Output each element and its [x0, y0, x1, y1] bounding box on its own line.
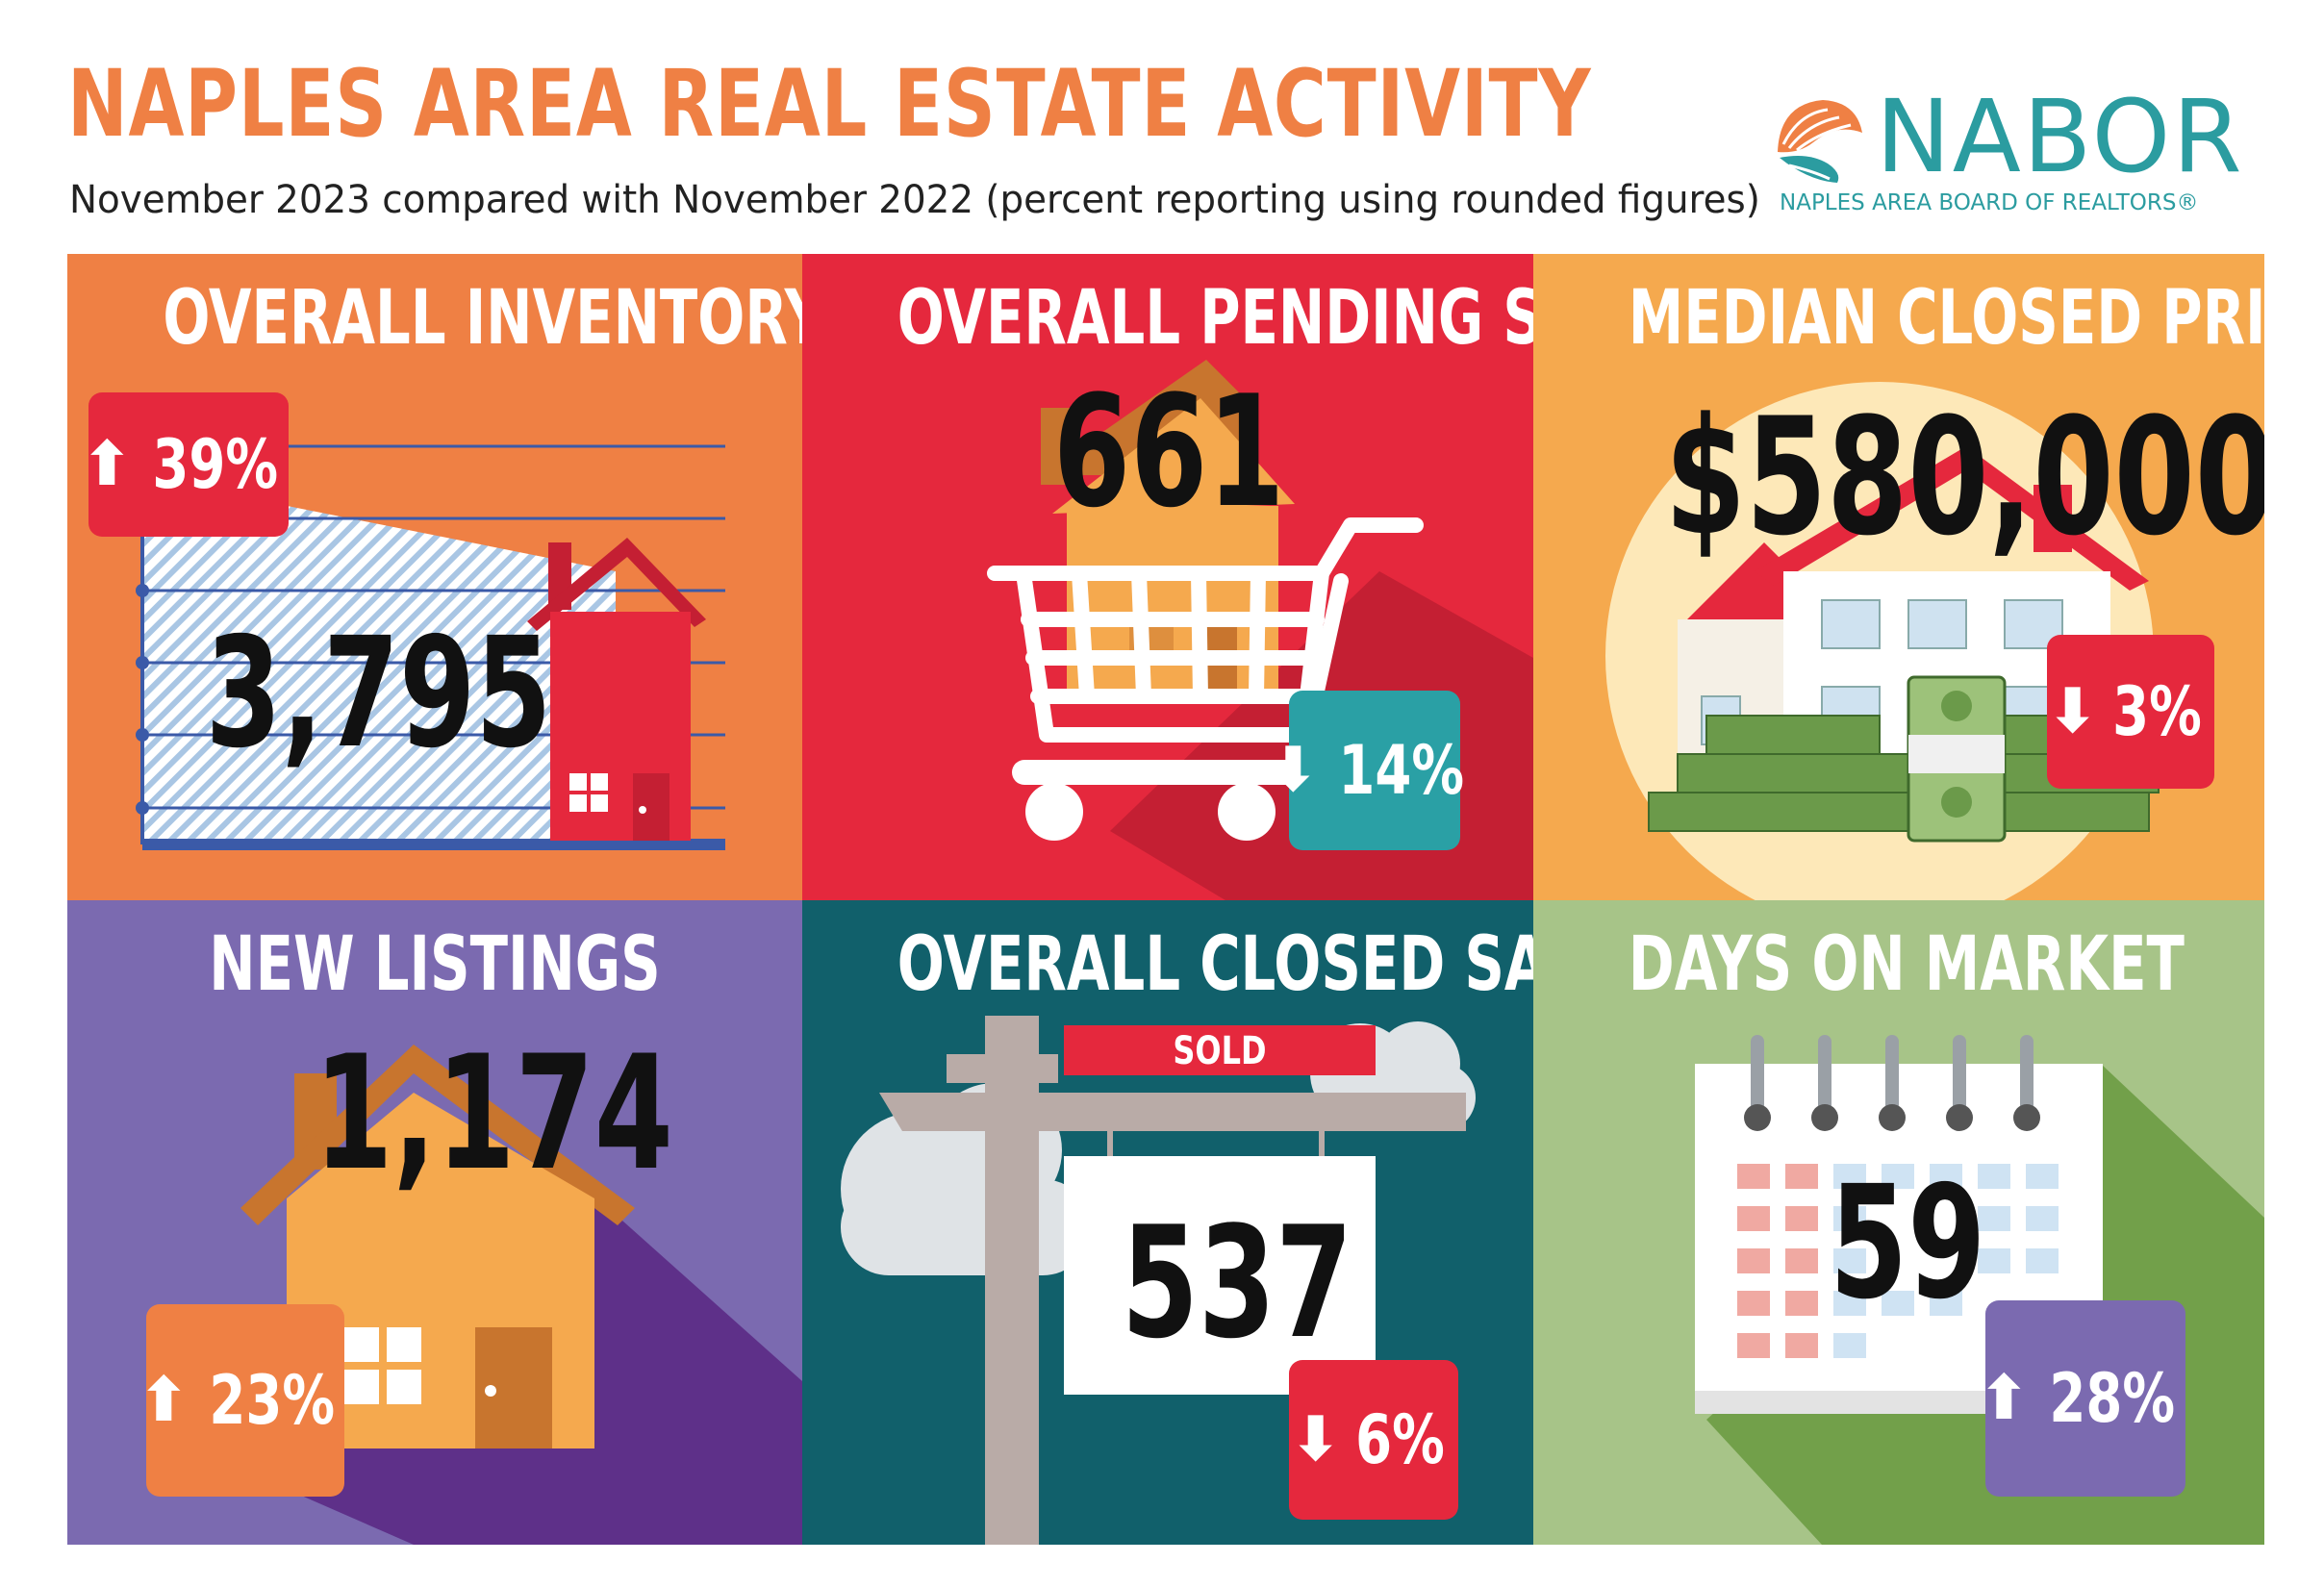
inventory-value: 3,795	[205, 605, 552, 782]
page-subtitle: November 2023 compared with November 202…	[69, 178, 1760, 222]
logo-tagline: NAPLES AREA BOARD OF REALTORS®	[1780, 190, 2199, 215]
nabor-logo: NABOR NAPLES AREA BOARD OF REALTORS®	[1770, 87, 2270, 221]
arrow-down-icon: ⬇	[2046, 676, 2099, 747]
house-icon	[240, 1045, 802, 1545]
closed-change: 6%	[1355, 1400, 1446, 1479]
pending-value: 661	[1052, 362, 1285, 542]
panel-median-closed-price: MEDIAN CLOSED PRICE $580,000 ⬇ 3%	[1533, 254, 2264, 900]
house-chart-icon	[136, 437, 725, 850]
new-listings-change: 23%	[209, 1361, 336, 1440]
page-title: NAPLES AREA REAL ESTATE ACTIVITY	[67, 50, 1592, 158]
inventory-change: 39%	[152, 425, 279, 504]
arrow-up-icon: ⬆	[1978, 1363, 2031, 1434]
sold-sign-label: SOLD	[1173, 1029, 1267, 1073]
median-value: $580,000	[1664, 383, 2264, 571]
inventory-change-badge: ⬆ 39%	[81, 392, 289, 537]
pending-change-badge: ⬇ 14%	[1267, 691, 1464, 850]
panel-overall-inventory: OVERALL INVENTORY 3,795 ⬆ 39%	[67, 254, 802, 900]
pending-title: OVERALL PENDING SALES	[897, 275, 1533, 362]
new-listings-value: 1,174	[314, 1021, 673, 1205]
median-title: MEDIAN CLOSED PRICE	[1628, 275, 2264, 362]
dom-title: DAYS ON MARKET	[1628, 921, 2185, 1008]
closed-value: 537	[1121, 1193, 1353, 1373]
panel-new-listings: NEW LISTINGS 1,174 ⬆ 23%	[67, 900, 802, 1545]
arrow-down-icon: ⬇	[1289, 1404, 1342, 1475]
logo-wordmark: NABOR	[1876, 78, 2244, 195]
dom-change-badge: ⬆ 28%	[1978, 1300, 2185, 1497]
dom-value: 59	[1830, 1153, 1986, 1334]
closed-change-badge: ⬇ 6%	[1289, 1360, 1458, 1520]
median-change-badge: ⬇ 3%	[2047, 635, 2214, 789]
median-change: 3%	[2112, 672, 2203, 751]
new-listings-title: NEW LISTINGS	[209, 921, 661, 1008]
panel-days-on-market: DAYS ON MARKET 59 ⬆ 28%	[1533, 900, 2264, 1545]
arrow-up-icon: ⬆	[138, 1365, 190, 1436]
dom-change: 28%	[2049, 1359, 2176, 1438]
sold-sign-icon	[841, 1016, 1476, 1545]
shell-icon	[1778, 100, 1862, 183]
panel-overall-pending-sales: OVERALL PENDING SALES 661 ⬇ 14%	[802, 254, 1533, 900]
panel-overall-closed-sales: OVERALL CLOSED SALES SOLD 537 ⬇ 6%	[802, 900, 1533, 1545]
arrow-down-icon: ⬇	[1267, 735, 1320, 806]
inventory-title: OVERALL INVENTORY	[163, 275, 802, 362]
stats-grid: OVERALL INVENTORY 3,795 ⬆ 39%	[67, 254, 2264, 1545]
pending-change: 14%	[1338, 731, 1465, 810]
arrow-up-icon: ⬆	[81, 429, 134, 500]
new-listings-change-badge: ⬆ 23%	[138, 1304, 344, 1497]
closed-title: OVERALL CLOSED SALES	[897, 921, 1533, 1008]
